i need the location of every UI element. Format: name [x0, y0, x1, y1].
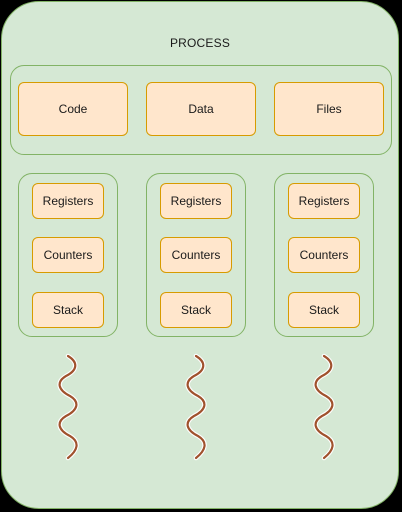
code-box: Code: [18, 82, 128, 136]
thread-group: [274, 173, 374, 337]
counters-box: Counters: [32, 237, 104, 273]
counters-box: Counters: [288, 237, 360, 273]
registers-box: Registers: [32, 183, 104, 219]
files-box: Files: [274, 82, 384, 136]
thread-group: [18, 173, 118, 337]
thread-squiggle: [185, 353, 207, 461]
thread-group: [146, 173, 246, 337]
stack-box: Stack: [288, 292, 360, 328]
registers-box: Registers: [288, 183, 360, 219]
shared-resources-group: [10, 65, 392, 155]
stack-box: Stack: [160, 292, 232, 328]
stack-box: Stack: [32, 292, 104, 328]
process-title: PROCESS: [169, 36, 231, 50]
thread-squiggle: [57, 353, 79, 461]
thread-squiggle: [313, 353, 335, 461]
registers-box: Registers: [160, 183, 232, 219]
counters-box: Counters: [160, 237, 232, 273]
data-box: Data: [146, 82, 256, 136]
